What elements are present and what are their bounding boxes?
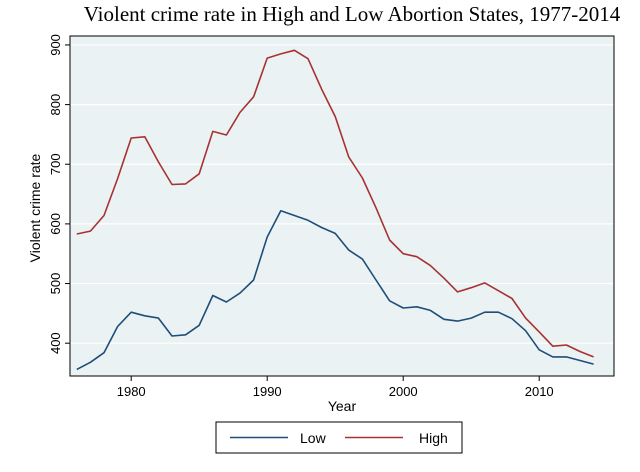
y-axis: 400 500 600 700 800 900 bbox=[48, 34, 70, 354]
x-tick-label: 2000 bbox=[389, 384, 418, 399]
legend-label-high: High bbox=[419, 430, 448, 446]
chart-title: Violent crime rate in High and Low Abort… bbox=[84, 2, 621, 26]
y-axis-label: Violent crime rate bbox=[27, 153, 43, 262]
legend: Low High bbox=[215, 421, 463, 454]
x-axis-label: Year bbox=[328, 398, 357, 414]
series-line-low bbox=[76, 210, 594, 371]
plot-background bbox=[70, 36, 614, 376]
legend-label-low: Low bbox=[300, 430, 327, 446]
y-tick-label: 500 bbox=[48, 273, 63, 295]
series-lines bbox=[76, 49, 594, 371]
y-tick-label: 400 bbox=[48, 332, 63, 354]
x-tick-label: 1990 bbox=[253, 384, 282, 399]
plot-area bbox=[69, 35, 615, 377]
y-tick-label: 600 bbox=[48, 213, 63, 235]
x-tick-label: 1980 bbox=[117, 384, 146, 399]
y-tick-label: 700 bbox=[48, 153, 63, 175]
x-axis: 1980 1990 2000 2010 bbox=[117, 376, 554, 399]
x-tick-label: 2010 bbox=[525, 384, 554, 399]
y-tick-label: 800 bbox=[48, 94, 63, 116]
y-tick-label: 900 bbox=[48, 34, 63, 56]
series-line-high bbox=[76, 49, 594, 358]
plot-frame bbox=[69, 35, 615, 377]
